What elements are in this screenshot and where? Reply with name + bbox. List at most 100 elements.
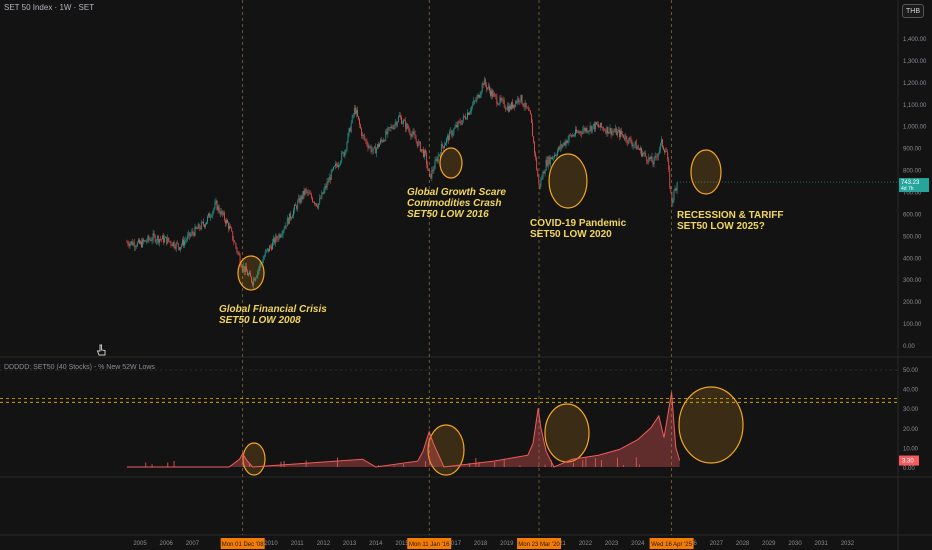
price-candle xyxy=(672,200,674,204)
oscillator-series xyxy=(0,392,898,468)
y-axis[interactable]: 1,400.00 1,300.00 1,200.00 1,100.00 1,000.00… xyxy=(899,37,929,472)
price-candle xyxy=(531,113,532,123)
price-candle xyxy=(359,119,360,125)
price-candle xyxy=(396,121,398,126)
price-candle xyxy=(151,240,153,241)
price-candle xyxy=(544,170,546,174)
price-candle xyxy=(287,218,289,224)
price-candle xyxy=(612,131,614,132)
osc-y-tick-label: 0.00 xyxy=(903,466,915,472)
price-candle xyxy=(297,201,299,209)
price-candle xyxy=(485,84,487,89)
price-candle xyxy=(638,148,640,151)
price-candle xyxy=(134,246,136,248)
price-candle xyxy=(319,197,321,204)
price-candle xyxy=(553,157,554,158)
price-candle xyxy=(549,157,551,165)
price-candle xyxy=(433,168,435,171)
price-candle xyxy=(422,149,423,150)
price-candle xyxy=(300,195,302,204)
price-candle xyxy=(622,134,624,135)
price-candle xyxy=(522,103,524,107)
price-candle xyxy=(404,120,406,122)
price-candle xyxy=(633,144,635,146)
price-candle xyxy=(451,130,453,136)
price-candle xyxy=(242,266,244,270)
price-candle xyxy=(620,130,621,137)
x-tick-label: 2005 xyxy=(133,541,147,547)
price-candle xyxy=(177,243,179,248)
price-candle xyxy=(607,126,609,134)
price-candle xyxy=(374,146,376,154)
price-candle xyxy=(594,122,596,130)
price-candle xyxy=(569,134,571,136)
price-candle xyxy=(302,191,304,199)
currency-button[interactable]: THB xyxy=(902,4,924,18)
price-candle xyxy=(497,103,499,105)
indicator-title[interactable]: DDDDD: SET50 (40 Stocks) - % New 52W Low… xyxy=(4,364,155,371)
price-candle xyxy=(174,247,176,249)
price-candle xyxy=(435,159,437,161)
price-candle xyxy=(139,239,140,244)
price-candle xyxy=(640,148,641,151)
price-candle xyxy=(424,150,425,157)
price-candle xyxy=(201,221,203,223)
price-candle xyxy=(136,242,138,247)
price-candle xyxy=(310,194,312,199)
price-candle xyxy=(306,190,308,194)
price-candle xyxy=(343,152,345,157)
price-candle xyxy=(351,115,353,123)
price-candle xyxy=(454,127,456,129)
symbol-title[interactable]: SET 50 Index · 1W · SET xyxy=(4,3,95,12)
price-candle xyxy=(303,191,305,195)
price-candle xyxy=(228,222,229,229)
annotation-line: SET50 LOW 2008 xyxy=(219,315,301,326)
price-candle xyxy=(573,135,575,136)
price-candle xyxy=(334,166,335,167)
price-candle xyxy=(560,144,562,149)
price-candle xyxy=(127,242,129,245)
price-candle xyxy=(585,128,587,132)
price-candle xyxy=(501,99,503,101)
price-candle xyxy=(205,224,206,227)
price-candle xyxy=(406,123,408,129)
price-candle xyxy=(348,128,350,134)
price-candle xyxy=(152,233,154,241)
price-candle xyxy=(143,239,145,242)
price-candle xyxy=(434,160,436,169)
price-candle xyxy=(162,235,163,240)
price-candle xyxy=(624,137,626,140)
price-candle xyxy=(323,189,325,194)
price-candle xyxy=(304,189,306,195)
price-candle xyxy=(344,150,346,157)
price-candle xyxy=(472,104,474,107)
price-candle xyxy=(526,107,528,109)
x-tick-label: 2013 xyxy=(343,541,357,547)
price-candle xyxy=(583,128,585,131)
price-candle xyxy=(321,192,323,199)
price-candle xyxy=(282,230,284,235)
price-candle xyxy=(329,177,331,180)
price-candle xyxy=(390,126,392,129)
osc-y-tick-label: 40.00 xyxy=(903,388,919,394)
price-candle xyxy=(298,197,300,202)
price-candle xyxy=(274,238,276,244)
price-candle xyxy=(539,183,541,187)
x-axis[interactable]: 2005200620072009201020112012201320142015… xyxy=(133,538,855,549)
price-candle xyxy=(555,154,556,156)
price-candle xyxy=(135,246,137,247)
price-candle xyxy=(215,200,217,204)
price-candle xyxy=(254,278,256,281)
x-tick-label: 2014 xyxy=(369,541,383,547)
x-tick-label: 2022 xyxy=(579,541,593,547)
price-candle xyxy=(326,181,328,188)
price-candle xyxy=(368,146,370,148)
price-candle xyxy=(269,246,270,252)
price-candle xyxy=(567,139,569,143)
price-candle xyxy=(232,231,234,240)
oscillator-area xyxy=(126,392,680,467)
date-highlight-label: Mon 11 Jan '16 xyxy=(409,542,450,548)
price-candle xyxy=(190,234,192,237)
price-candle xyxy=(255,277,257,281)
